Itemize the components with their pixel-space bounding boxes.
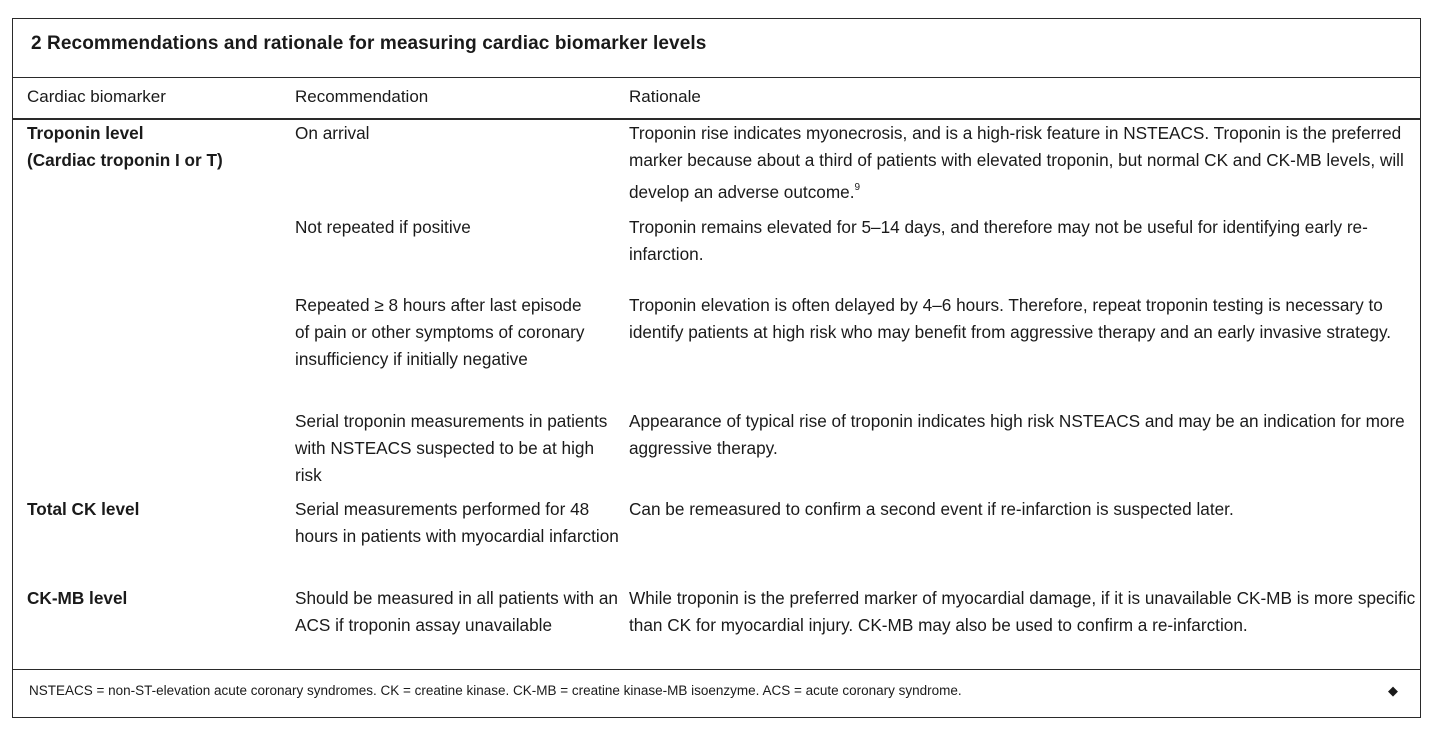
biomarker-name: Troponin level — [27, 123, 144, 143]
title-divider — [13, 77, 1420, 78]
reference-marker: 9 — [854, 182, 861, 193]
header-rationale: Rationale — [629, 87, 701, 106]
recommendation-cell: Should be measured in all patients with … — [295, 588, 618, 635]
biomarker-cell: CK-MB level — [27, 588, 128, 608]
recommendation-cell: Repeated ≥ 8 hours after last episode of… — [295, 295, 585, 369]
rationale-cell: Appearance of typical rise of troponin i… — [629, 411, 1405, 458]
end-of-table-icon: ◆ — [1388, 683, 1398, 698]
recommendation-cell: Not repeated if positive — [295, 217, 471, 237]
rationale-text: Troponin rise indicates myonecrosis, and… — [629, 123, 1404, 202]
rationale-cell: Troponin remains elevated for 5–14 days,… — [629, 217, 1368, 264]
recommendation-cell: On arrival — [295, 123, 370, 143]
header-recommendation: Recommendation — [295, 87, 429, 106]
header-biomarker: Cardiac biomarker — [27, 87, 166, 106]
rationale-cell: Can be remeasured to confirm a second ev… — [629, 499, 1234, 519]
recommendation-cell: Serial measurements performed for 48 hou… — [295, 499, 619, 546]
recommendation-cell: Serial troponin measurements in patients… — [295, 411, 608, 485]
footer-divider — [13, 669, 1420, 670]
table-frame: 2 Recommendations and rationale for meas… — [12, 18, 1421, 718]
biomarker-cell: Total CK level — [27, 499, 140, 519]
biomarker-subname: (Cardiac troponin I or T) — [27, 150, 223, 170]
rationale-cell: Troponin rise indicates myonecrosis, and… — [629, 120, 1419, 206]
header-divider — [13, 118, 1420, 120]
table-footnote: NSTEACS = non-ST-elevation acute coronar… — [29, 683, 962, 698]
rationale-cell: Troponin elevation is often delayed by 4… — [629, 295, 1392, 342]
biomarker-cell: Troponin level (Cardiac troponin I or T) — [27, 120, 287, 174]
rationale-cell: While troponin is the preferred marker o… — [629, 588, 1416, 635]
table-title: 2 Recommendations and rationale for meas… — [31, 33, 707, 54]
